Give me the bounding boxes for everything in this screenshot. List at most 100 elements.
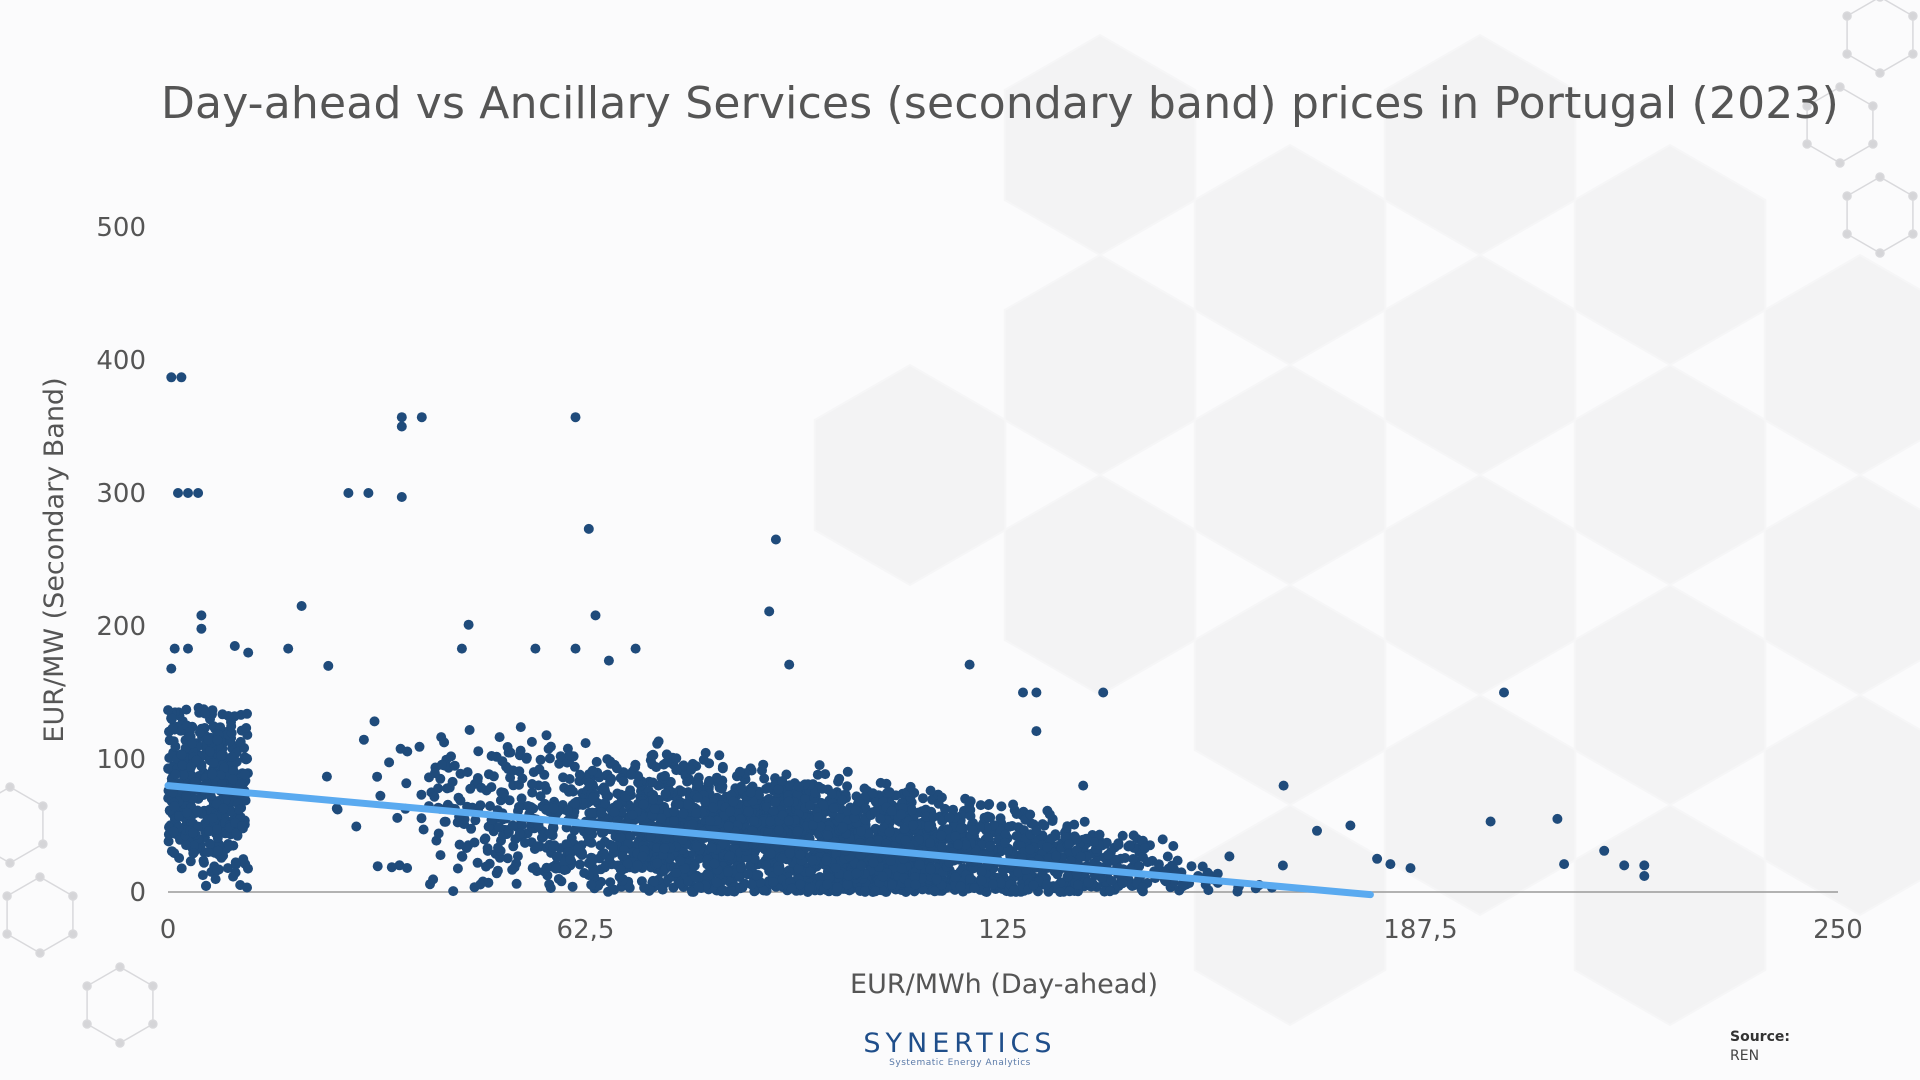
background-hexagon <box>1763 693 1920 917</box>
data-point <box>983 833 994 844</box>
data-point <box>226 751 237 762</box>
data-point <box>488 771 499 782</box>
data-point <box>1071 834 1082 845</box>
data-point <box>332 804 343 815</box>
data-point <box>1018 687 1028 698</box>
data-point <box>795 879 806 890</box>
data-point <box>936 792 947 803</box>
molecule-atom <box>148 981 158 991</box>
data-point <box>925 837 935 848</box>
data-point <box>711 772 722 783</box>
data-point <box>1639 871 1650 881</box>
data-point <box>928 811 939 822</box>
data-point <box>486 751 497 761</box>
molecule-atom <box>35 872 45 882</box>
data-point <box>207 813 218 824</box>
data-point <box>191 755 202 766</box>
data-point <box>517 773 528 784</box>
data-point <box>449 760 460 771</box>
data-point <box>969 883 980 894</box>
data-point <box>1124 840 1135 851</box>
data-point <box>433 828 444 839</box>
data-point <box>1011 831 1022 841</box>
data-point <box>936 830 947 841</box>
data-point <box>163 705 174 716</box>
molecule-atom <box>82 981 92 991</box>
data-point <box>814 760 825 771</box>
data-point <box>988 879 998 890</box>
data-point <box>761 860 771 871</box>
data-point <box>605 877 616 888</box>
molecule-atom <box>38 839 48 849</box>
data-point <box>832 882 843 893</box>
data-point <box>243 647 254 658</box>
data-point <box>821 855 832 866</box>
y-tick-label: 100 <box>96 745 146 775</box>
data-point <box>212 735 223 746</box>
data-point <box>455 795 466 806</box>
data-point <box>1137 882 1148 893</box>
data-point <box>544 879 555 890</box>
data-point <box>1157 834 1168 845</box>
data-point <box>1044 809 1055 820</box>
y-tick-label: 0 <box>129 878 146 908</box>
data-point <box>1051 850 1061 861</box>
data-point <box>751 870 762 881</box>
data-point <box>507 820 518 831</box>
molecule-atom <box>1868 139 1878 149</box>
data-point <box>937 842 948 852</box>
data-point <box>514 828 525 839</box>
data-point <box>647 777 658 788</box>
data-point <box>1079 816 1090 827</box>
data-point <box>965 874 975 884</box>
data-point <box>602 754 613 765</box>
data-point <box>1120 853 1131 863</box>
data-point <box>918 793 928 804</box>
data-point <box>491 868 502 879</box>
data-point <box>529 862 540 873</box>
data-point <box>436 759 447 770</box>
data-point <box>372 861 383 872</box>
data-point <box>515 722 526 733</box>
data-point <box>999 837 1010 848</box>
y-tick-label: 400 <box>96 346 146 376</box>
data-point <box>535 791 546 802</box>
data-point <box>514 801 524 812</box>
data-point <box>617 851 628 861</box>
data-point <box>746 879 757 890</box>
data-point <box>638 799 649 810</box>
data-point <box>416 813 427 824</box>
data-point <box>764 606 775 617</box>
data-point <box>482 845 493 856</box>
data-point <box>241 723 252 733</box>
data-point <box>207 769 218 780</box>
data-point <box>914 859 925 870</box>
data-point <box>396 412 407 423</box>
data-point <box>765 816 776 827</box>
data-point <box>818 800 829 811</box>
data-point <box>321 771 332 782</box>
data-point <box>608 842 618 853</box>
data-point <box>205 746 215 757</box>
data-point <box>736 863 747 873</box>
data-point <box>1004 821 1014 832</box>
molecule-atom <box>148 1019 158 1029</box>
data-point <box>480 833 491 844</box>
data-point <box>507 864 518 875</box>
data-point <box>783 796 794 807</box>
data-point <box>197 870 208 881</box>
data-point <box>743 806 754 817</box>
data-point <box>196 610 207 621</box>
background-hexagon <box>1383 693 1577 917</box>
data-point <box>204 838 215 849</box>
data-point <box>692 792 703 803</box>
data-point <box>169 801 180 812</box>
data-point <box>955 823 966 834</box>
data-point <box>569 761 580 772</box>
data-point <box>516 793 527 804</box>
data-point <box>494 732 505 743</box>
data-point <box>1203 885 1214 896</box>
data-point <box>1088 837 1099 847</box>
data-point <box>212 832 223 843</box>
data-point <box>679 863 690 874</box>
